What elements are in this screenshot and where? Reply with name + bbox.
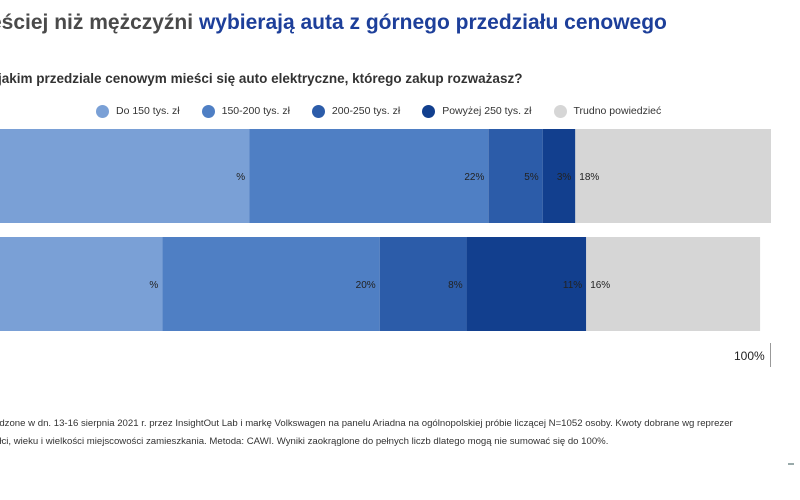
footnote-line-2: płci, wieku i wielkości miejscowości zam… bbox=[0, 436, 609, 447]
bar-segment bbox=[379, 237, 467, 331]
bar-segment bbox=[0, 129, 250, 223]
survey-question: jakim przedziale cenowym mieści się auto… bbox=[0, 71, 523, 86]
legend-item: Do 150 tys. zł bbox=[96, 104, 180, 118]
legend-label: Do 150 tys. zł bbox=[116, 105, 180, 117]
data-label: 5% bbox=[524, 172, 539, 183]
bar-segment bbox=[0, 237, 163, 331]
data-label: 22% bbox=[464, 172, 484, 183]
legend-swatch bbox=[96, 104, 109, 118]
legend-label: 200-250 tys. zł bbox=[331, 105, 401, 117]
data-label: 18% bbox=[579, 172, 599, 183]
total-separator bbox=[770, 343, 771, 367]
stacked-bar-chart: % 22% 5% 3% 18%% 20% 8% 11% 16% bbox=[0, 129, 771, 331]
methodology-footnote: adzone w dn. 13-16 sierpnia 2021 r. prze… bbox=[0, 415, 733, 451]
legend-label: Powyżej 250 tys. zł bbox=[442, 105, 532, 117]
bar-segment bbox=[586, 237, 761, 331]
legend-swatch bbox=[553, 104, 567, 118]
data-label: % bbox=[149, 280, 158, 291]
bar-segment bbox=[488, 129, 543, 223]
legend-item: Trudno powiedzieć bbox=[553, 104, 662, 118]
chart-legend: Do 150 tys. zł 150-200 tys. zł 200-250 tys… bbox=[96, 100, 683, 122]
data-label: 20% bbox=[356, 280, 376, 291]
data-label: 8% bbox=[448, 280, 463, 291]
legend-item: 150-200 tys. zł bbox=[201, 104, 290, 118]
legend-swatch bbox=[311, 104, 325, 118]
title-start: eściej niż mężczyźni bbox=[0, 11, 199, 34]
title-highlight: wybierają auta z górnego przedziału ceno… bbox=[198, 11, 667, 34]
bar-segment bbox=[249, 129, 489, 223]
legend-swatch bbox=[422, 104, 436, 118]
bar-segment bbox=[542, 129, 576, 223]
legend-label: Trudno powiedzieć bbox=[573, 105, 662, 117]
legend-swatch bbox=[201, 104, 215, 118]
bar-segment bbox=[466, 237, 587, 331]
data-label: 11% bbox=[563, 280, 582, 291]
legend-item: 200-250 tys. zł bbox=[311, 104, 401, 118]
chart-title: eściej niż mężczyźni wybierają auta z gó… bbox=[0, 11, 667, 35]
bar-segment bbox=[162, 237, 380, 331]
footnote-line-1: adzone w dn. 13-16 sierpnia 2021 r. prze… bbox=[0, 418, 733, 429]
legend-label: 150-200 tys. zł bbox=[221, 105, 290, 117]
data-label: % bbox=[236, 172, 245, 183]
data-label: 16% bbox=[590, 280, 610, 291]
bar-segment bbox=[575, 129, 771, 223]
legend-item: Powyżej 250 tys. zł bbox=[422, 104, 532, 118]
corner-mark bbox=[788, 463, 794, 465]
data-label: 3% bbox=[557, 172, 572, 183]
total-label: 100% bbox=[734, 349, 765, 363]
